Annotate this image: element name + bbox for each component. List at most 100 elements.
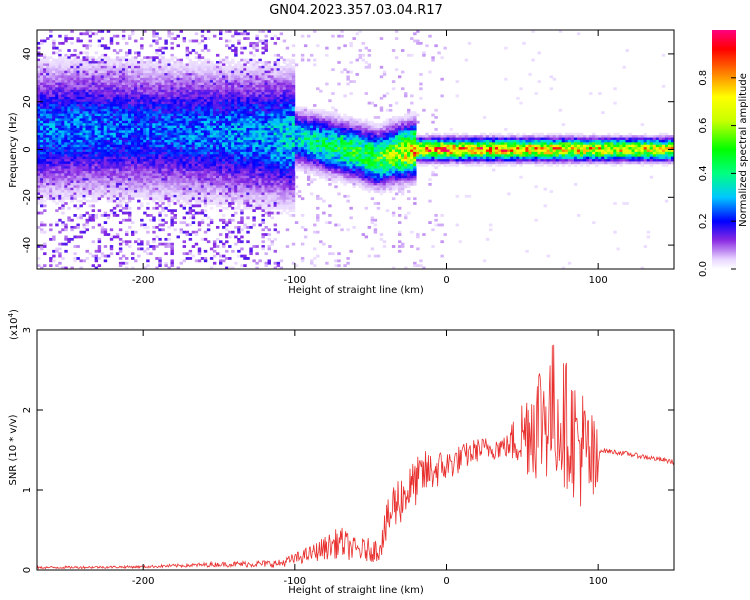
heatmap-cell <box>115 187 120 191</box>
heatmap-cell <box>240 209 244 213</box>
heatmap-cell <box>140 75 144 79</box>
heatmap-cell <box>76 163 80 167</box>
heatmap-cell <box>179 149 183 153</box>
heatmap-cell <box>137 149 141 153</box>
heatmap-cell <box>225 118 229 122</box>
heatmap-cell <box>246 106 250 110</box>
heatmap-cell <box>191 77 196 81</box>
heatmap-cell <box>237 80 241 83</box>
heatmap-cell <box>94 154 99 158</box>
heatmap-cell <box>149 96 153 100</box>
heatmap-cell <box>249 41 253 45</box>
heatmap-cell <box>118 151 123 155</box>
heatmap-cell <box>188 233 193 236</box>
heatmap-cell <box>76 199 80 203</box>
heatmap-cell <box>55 96 59 100</box>
heatmap-cell <box>67 187 71 191</box>
heatmap-cell <box>206 61 211 64</box>
heatmap-cell <box>88 163 92 167</box>
heatmap-cell <box>121 149 126 153</box>
heatmap-cell <box>231 197 235 201</box>
heatmap-cell <box>91 104 96 107</box>
heatmap-cell <box>112 147 117 150</box>
heatmap-cell <box>146 96 150 100</box>
heatmap-cell <box>206 89 211 93</box>
heatmap-cell <box>200 194 205 198</box>
heatmap-cell <box>225 135 229 138</box>
heatmap-cell <box>161 111 165 115</box>
heatmap-cell <box>115 235 120 239</box>
heatmap-cell <box>46 127 50 131</box>
heatmap-cell <box>112 65 117 69</box>
heatmap-cell <box>97 82 102 86</box>
heatmap-cell <box>188 139 193 143</box>
heatmap-cell <box>61 89 65 93</box>
heatmap-cell <box>164 221 168 224</box>
heatmap-cell <box>155 245 159 248</box>
heatmap-cell <box>55 111 59 115</box>
heatmap-cell <box>37 211 41 215</box>
heatmap-cell <box>103 144 108 148</box>
heatmap-cell <box>106 68 111 72</box>
heatmap-cell <box>118 202 123 205</box>
heatmap-cell <box>249 58 253 62</box>
heatmap-cell <box>52 190 56 193</box>
heatmap-cell <box>188 159 193 162</box>
heatmap-cell <box>115 113 120 117</box>
heatmap-cell <box>158 99 162 103</box>
heatmap-cell <box>222 245 226 248</box>
heatmap-cell <box>121 73 126 76</box>
heatmap-cell <box>55 116 59 119</box>
heatmap-cell <box>164 113 168 117</box>
heatmap-cell <box>46 185 50 189</box>
heatmap-cell <box>97 223 102 227</box>
heatmap-cell <box>188 108 193 112</box>
heatmap-cell <box>118 192 123 196</box>
heatmap-cell <box>85 228 89 232</box>
heatmap-cell <box>118 237 123 241</box>
heatmap-cell <box>234 206 238 210</box>
heatmap-cell <box>158 192 162 196</box>
heatmap-cell <box>118 228 123 232</box>
heatmap-cell <box>158 123 162 126</box>
heatmap-cell <box>137 101 141 105</box>
heatmap-cell <box>103 259 108 263</box>
heatmap-cell <box>94 214 99 217</box>
heatmap-cell <box>228 77 232 81</box>
heatmap-cell <box>164 65 168 69</box>
heatmap-cell <box>203 80 208 83</box>
heatmap-cell <box>143 249 147 253</box>
heatmap-cell <box>231 168 235 172</box>
heatmap-cell <box>82 32 86 36</box>
heatmap-cell <box>200 108 205 112</box>
heatmap-cell <box>140 144 144 148</box>
heatmap-cell <box>128 92 132 95</box>
heatmap-cell <box>134 61 138 64</box>
heatmap-cell <box>134 178 138 181</box>
heatmap-cell <box>109 247 114 251</box>
heatmap-cell <box>46 84 50 88</box>
heatmap-cell <box>58 92 62 95</box>
heatmap-cell <box>176 113 180 117</box>
heatmap-cell <box>225 161 229 165</box>
heatmap-cell <box>170 194 174 198</box>
heatmap-cell <box>179 63 183 67</box>
heatmap-cell <box>228 230 232 234</box>
heatmap-cell <box>240 199 244 203</box>
heatmap-cell <box>112 94 117 98</box>
heatmap-cell <box>52 58 56 62</box>
heatmap-cell <box>73 185 77 189</box>
heatmap-cell <box>164 116 168 119</box>
heatmap-cell <box>222 142 226 146</box>
heatmap-cell <box>118 63 123 67</box>
heatmap-cell <box>182 68 187 72</box>
heatmap-cell <box>219 118 223 122</box>
heatmap-cell <box>143 154 147 158</box>
heatmap-cell <box>185 120 190 124</box>
heatmap-cell <box>231 192 235 196</box>
heatmap-cell <box>173 73 177 76</box>
heatmap-cell <box>67 166 71 170</box>
heatmap-cell <box>212 82 217 86</box>
heatmap-cell <box>234 46 238 50</box>
heatmap-cell <box>240 32 244 36</box>
